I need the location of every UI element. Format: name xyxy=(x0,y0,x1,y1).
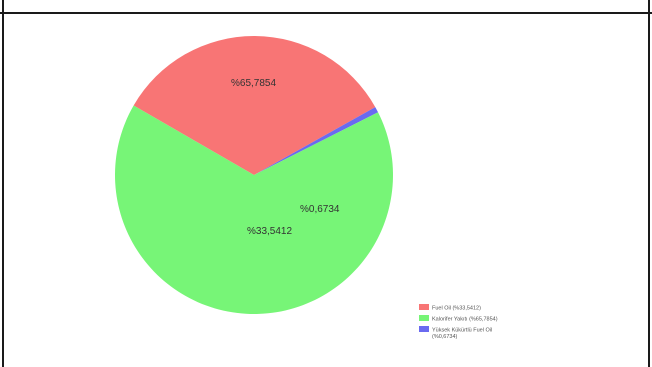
pie-chart: %33,5412 %0,6734 %65,7854 Fuel Oil (%33,54… xyxy=(114,36,498,340)
frame-top-border xyxy=(0,0,652,14)
pie-slice-yuksek-kukurtlu-fuel-oil xyxy=(254,107,379,175)
chart-area: %33,5412 %0,6734 %65,7854 Fuel Oil (%33,54… xyxy=(4,14,648,367)
slice-label-fuel-oil: %33,5412 xyxy=(247,226,292,237)
pie-slice-fuel-oil xyxy=(133,36,376,175)
legend-swatch-yuksek-kukurtlu-fuel-oil xyxy=(419,326,429,332)
frame-top-left-tick xyxy=(2,0,4,14)
pie-slice-kalorifer-yak-t xyxy=(114,105,393,314)
legend-label-kalorifer-yak-t: Kalorifer Yakıtı (%65,7854) xyxy=(432,317,498,323)
legend-label-yuksek-kukurtlu-fuel-oil: Yüksek Kükürtlü Fuel Oil (%0,6734) xyxy=(432,328,492,341)
slice-label-yuksek-kukurtlu-fuel-oil: %0,6734 xyxy=(300,204,340,215)
legend-swatch-fuel-oil xyxy=(419,304,429,310)
frame-right-border xyxy=(648,12,650,367)
frame-left-border xyxy=(2,12,4,367)
pie-slices xyxy=(114,36,393,314)
slice-label-kalorifer-yak-t: %65,7854 xyxy=(231,78,276,89)
legend-swatch-kalorifer-yak-t xyxy=(419,315,429,321)
frame-top-right-tick xyxy=(648,0,650,14)
legend: Fuel Oil (%33,5412) Kalorifer Yakıtı (%65… xyxy=(419,304,498,340)
slice-labels: %33,5412 %0,6734 %65,7854 xyxy=(231,78,340,237)
legend-label-fuel-oil: Fuel Oil (%33,5412) xyxy=(432,306,481,312)
